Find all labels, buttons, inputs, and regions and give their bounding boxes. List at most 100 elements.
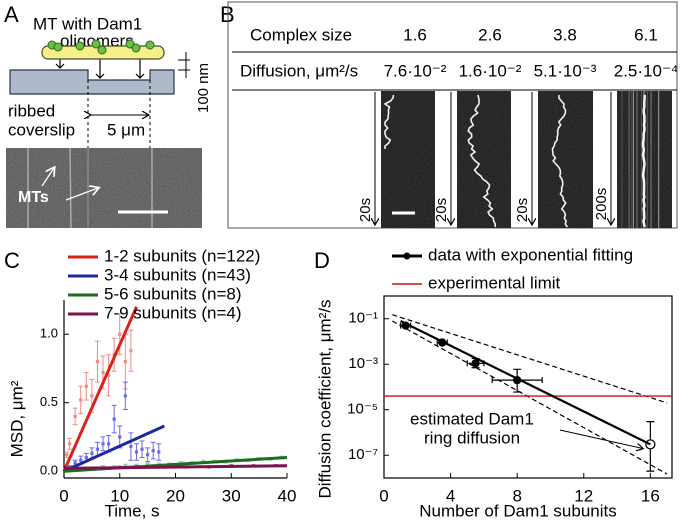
y-axis-label: Diffusion coefficient, μm²/s bbox=[315, 299, 334, 498]
row-header: Diffusion, μm²/s bbox=[240, 61, 358, 80]
data-point bbox=[95, 447, 100, 451]
y-tick-label: 10⁻¹ bbox=[348, 310, 378, 327]
confidence-bound bbox=[392, 320, 668, 475]
annotation: ring diffusion bbox=[424, 428, 520, 447]
data-point bbox=[101, 442, 105, 446]
data-point bbox=[118, 435, 122, 439]
table-cell: 5.1·10⁻³ bbox=[534, 61, 597, 80]
table-cell: 6.1 bbox=[634, 25, 658, 44]
x-tick-label: 0 bbox=[59, 486, 68, 505]
fit-line bbox=[63, 424, 166, 473]
diagram-title: MT with Dam1 bbox=[33, 14, 142, 33]
data-point bbox=[123, 394, 127, 398]
x-tick-label: 30 bbox=[222, 486, 241, 505]
table-cell: 2.5·10⁻⁴ bbox=[614, 61, 678, 80]
micrograph-noise bbox=[6, 148, 202, 228]
x-axis-label: Time, s bbox=[104, 501, 159, 520]
kymograph-track bbox=[551, 94, 569, 228]
x-tick-label: 4 bbox=[446, 486, 455, 505]
time-label: 20s bbox=[357, 198, 374, 222]
data-point bbox=[107, 442, 111, 446]
legend-label: 3-4 subunits (n=43) bbox=[104, 265, 251, 284]
data-point bbox=[134, 450, 139, 454]
x-tick-label: 0 bbox=[379, 486, 388, 505]
dam1-oligomers bbox=[47, 39, 155, 55]
table-cell: 1.6 bbox=[403, 25, 427, 44]
kymograph-track bbox=[383, 94, 395, 149]
x-tick-label: 16 bbox=[641, 486, 660, 505]
legend-label: data with exponential fitting bbox=[428, 245, 633, 264]
panel-letter: B bbox=[220, 2, 235, 27]
data-point bbox=[73, 461, 77, 465]
y-tick-label: 1.0 bbox=[40, 326, 58, 341]
coverslip-label: ribbed bbox=[8, 101, 55, 120]
fit-line bbox=[62, 306, 138, 472]
data-point bbox=[79, 398, 83, 402]
linkers bbox=[55, 59, 145, 79]
time-label: 20s bbox=[433, 198, 450, 222]
data-point bbox=[123, 464, 127, 468]
panel-letter: A bbox=[4, 2, 19, 27]
y-tick-label: 10⁻³ bbox=[348, 355, 378, 372]
coverslip-label: coverslip bbox=[8, 120, 75, 139]
fit-line bbox=[400, 320, 651, 446]
coverslip bbox=[9, 69, 175, 95]
data-point bbox=[140, 447, 144, 451]
y-tick-label: 10⁻⁵ bbox=[347, 401, 378, 418]
panel-b: B Complex size 1.6 2.6 3.8 6.1 Diffusion, μm²… bbox=[220, 1, 678, 229]
data-point bbox=[84, 384, 88, 388]
y-tick-label: 0.5 bbox=[40, 394, 58, 409]
data-point bbox=[157, 450, 161, 454]
spacing-label: 5 μm bbox=[107, 120, 145, 139]
annotation: estimated Dam1 bbox=[410, 409, 534, 428]
table-cell: 3.8 bbox=[553, 25, 577, 44]
chart-panel: C 0 10 20 30 40 0.0 0.5 1.0 Time, s MSD, μm² 1-2 su… bbox=[4, 246, 296, 520]
data-point bbox=[146, 453, 150, 457]
kymograph-noise bbox=[457, 91, 511, 228]
time-label: 200s bbox=[593, 188, 610, 221]
row-header: Complex size bbox=[250, 25, 352, 44]
x-tick-label: 10 bbox=[110, 486, 129, 505]
x-axis-label: Number of Dam1 subunits bbox=[419, 501, 616, 520]
legend-label: experimental limit bbox=[428, 273, 561, 292]
confidence-bound bbox=[392, 314, 668, 404]
panel-frame bbox=[227, 1, 678, 229]
data-point bbox=[95, 360, 100, 364]
time-label: 20s bbox=[514, 198, 531, 222]
mt-label: MTs bbox=[18, 189, 49, 206]
data-point bbox=[123, 360, 127, 364]
x-tick-label: 12 bbox=[574, 486, 593, 505]
data-point bbox=[79, 458, 83, 462]
data-point bbox=[146, 462, 150, 466]
data-point bbox=[151, 449, 155, 453]
panel-letter: C bbox=[4, 248, 20, 273]
data-point bbox=[90, 451, 94, 455]
mt-arrow bbox=[65, 188, 98, 201]
x-tick-label: 20 bbox=[166, 486, 185, 505]
legend-label: 1-2 subunits (n=122) bbox=[104, 246, 260, 265]
table-cell: 7.6·10⁻² bbox=[384, 61, 447, 80]
data-point bbox=[73, 414, 77, 418]
y-axis-label: MSD, μm² bbox=[7, 380, 26, 457]
plot-frame bbox=[383, 295, 673, 479]
panel-a: A MT with Dam1 oligomers 100 nm ribbed c… bbox=[4, 2, 212, 229]
mt-arrow bbox=[41, 168, 54, 187]
data-point bbox=[129, 349, 133, 353]
data-point bbox=[112, 417, 116, 421]
data-point bbox=[67, 442, 72, 446]
table-cell: 1.6·10⁻² bbox=[459, 61, 522, 80]
data-point bbox=[107, 373, 111, 377]
data-point bbox=[118, 332, 122, 336]
data-point bbox=[129, 444, 133, 449]
height-label: 100 nm bbox=[195, 63, 212, 113]
mt-lines bbox=[27, 147, 153, 229]
data-point bbox=[65, 453, 69, 457]
y-tick-label: 10⁻⁷ bbox=[348, 446, 378, 463]
legend-marker bbox=[403, 252, 411, 260]
fit-line bbox=[63, 464, 288, 470]
chart-panel: D 0 4 8 12 16 10⁻¹ 10⁻³ 10⁻⁵ 10⁻⁷ Number of Dam1 s… bbox=[314, 245, 673, 520]
data-point bbox=[90, 394, 94, 398]
kymograph-track bbox=[467, 94, 497, 228]
data-point bbox=[84, 455, 88, 460]
